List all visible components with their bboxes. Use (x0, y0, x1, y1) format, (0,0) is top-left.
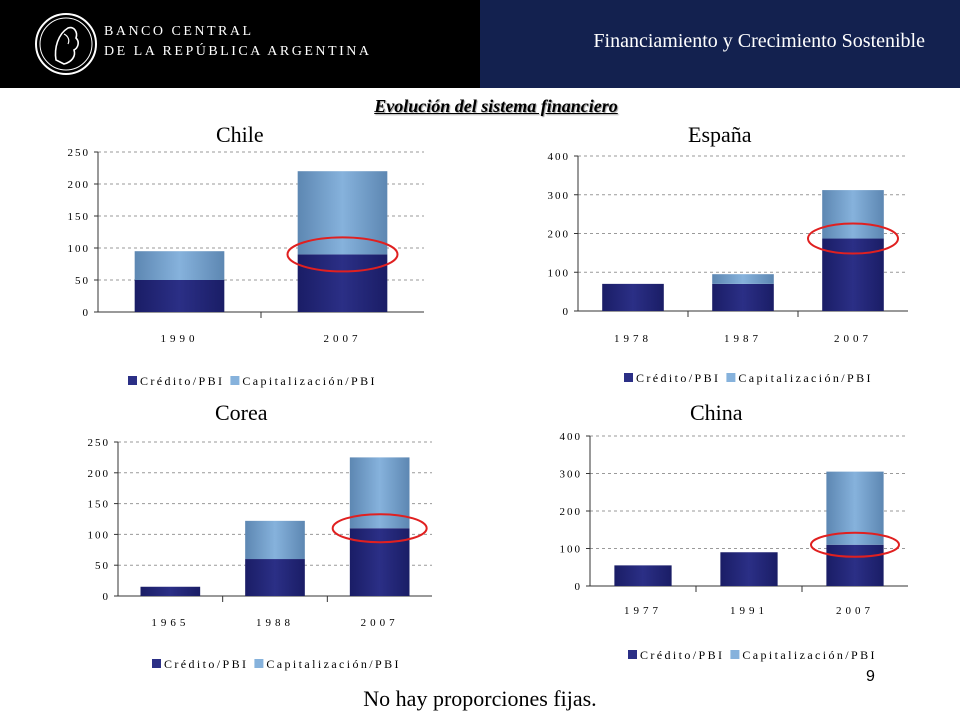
y-tick-label: 400 (560, 431, 583, 443)
bar-capitalizacion-2007 (297, 171, 388, 255)
highlight-circle (331, 513, 428, 544)
legend-label-capitalizacion: Capitalización/PBI (738, 371, 873, 385)
bar-credito-1977 (614, 565, 672, 586)
legend-swatch-credito (152, 659, 161, 668)
y-tick-label: 50 (95, 560, 110, 572)
x-tick-label: 2007 (836, 605, 874, 617)
bank-name-line2: DE LA REPÚBLICA ARGENTINA (104, 44, 372, 59)
y-tick-label: 100 (68, 243, 91, 255)
y-tick-label: 0 (83, 307, 91, 319)
legend-swatch-credito (624, 373, 633, 382)
presentation-title: Financiamiento y Crecimiento Sostenible (593, 30, 925, 52)
y-tick-label: 100 (548, 267, 571, 279)
y-tick-label: 400 (548, 151, 571, 163)
bank-seal-logo-icon (35, 13, 97, 75)
y-tick-label: 0 (103, 591, 111, 603)
y-tick-label: 200 (560, 506, 583, 518)
x-tick-label: 2007 (834, 333, 872, 345)
footer-note: No hay proporciones fijas. (363, 686, 597, 711)
bar-capitalizacion-1988 (245, 520, 305, 560)
x-tick-label: 1988 (256, 617, 294, 629)
highlight-circle (807, 222, 899, 255)
y-tick-label: 300 (560, 469, 583, 481)
bar-credito-2007 (297, 254, 388, 312)
x-tick-label: 2007 (324, 333, 362, 345)
legend-swatch-capitalizacion (726, 373, 736, 382)
bar-credito-1987 (712, 283, 774, 311)
legend-label-credito: Crédito/PBI (636, 371, 720, 385)
legend-label-capitalizacion: Capitalización/PBI (266, 657, 401, 671)
x-tick-label: 1965 (151, 617, 189, 629)
bar-capitalizacion-2007 (349, 457, 410, 529)
chart-espana: 0 100 200 300 400 1978 1987 2007 Crédito/PBI Capi… (548, 151, 908, 385)
y-tick-label: 200 (68, 179, 91, 191)
header-brand-area: BANCO CENTRAL DE LA REPÚBLICA ARGENTINA (0, 0, 480, 88)
y-tick-label: 0 (563, 306, 571, 318)
bar-credito-1991 (720, 552, 778, 586)
bar-credito-2007 (822, 238, 884, 311)
legend-swatch-credito (128, 376, 137, 385)
highlight-circle (810, 531, 900, 558)
bank-name-line1: BANCO CENTRAL (104, 24, 254, 39)
chart-china: 0 100 200 300 400 1977 1991 2007 Crédito/PBI Capi… (560, 431, 908, 662)
chart-title-chile: Chile (216, 122, 264, 147)
legend-label-capitalizacion: Capitalización/PBI (242, 374, 377, 388)
bar-credito-2007 (349, 528, 410, 596)
y-tick-label: 150 (68, 211, 91, 223)
legend-swatch-capitalizacion (254, 659, 264, 668)
highlight-circle (286, 236, 399, 273)
bar-credito-1965 (140, 586, 201, 596)
bar-credito-1978 (602, 283, 664, 311)
x-tick-label: 1978 (614, 333, 652, 345)
y-tick-label: 50 (75, 275, 90, 287)
legend-label-credito: Crédito/PBI (140, 374, 224, 388)
x-tick-label: 2007 (361, 617, 399, 629)
x-tick-label: 1987 (724, 333, 762, 345)
y-tick-label: 0 (575, 581, 583, 593)
chart-chile: 0 50 100 150 200 250 1990 2007 Crédito/PBI Capita… (68, 147, 424, 388)
page-number: 9 (866, 668, 875, 685)
chart-title-espana: España (688, 122, 752, 147)
y-tick-label: 200 (548, 229, 571, 241)
chart-corea: 0 50 100 150 200 250 1965 1988 2007 Crédito/PBI Ca… (88, 437, 432, 671)
legend-swatch-capitalizacion (230, 376, 240, 385)
bar-capitalizacion-2007 (822, 190, 884, 239)
chart-title-china: China (690, 400, 743, 425)
legend-label-credito: Crédito/PBI (164, 657, 248, 671)
chart-title-corea: Corea (215, 400, 268, 425)
bar-capitalizacion-1987 (712, 274, 774, 284)
y-tick-label: 300 (548, 190, 571, 202)
y-tick-label: 250 (88, 437, 111, 449)
bar-credito-1988 (245, 559, 305, 596)
x-tick-label: 1977 (624, 605, 662, 617)
bar-capitalizacion-1990 (134, 251, 225, 280)
x-tick-label: 1991 (730, 605, 768, 617)
legend-swatch-capitalizacion (730, 650, 740, 659)
x-tick-label: 1990 (161, 333, 199, 345)
y-tick-label: 250 (68, 147, 91, 159)
legend-label-capitalizacion: Capitalización/PBI (742, 648, 877, 662)
header-title-area (480, 0, 960, 88)
y-tick-label: 200 (88, 468, 111, 480)
y-tick-label: 100 (88, 529, 111, 541)
y-tick-label: 100 (560, 544, 583, 556)
bar-credito-2007 (826, 544, 884, 586)
y-tick-label: 150 (88, 499, 111, 511)
legend-label-credito: Crédito/PBI (640, 648, 724, 662)
bar-credito-1990 (134, 280, 225, 312)
section-title: Evolución del sistema financiero (374, 96, 618, 116)
bank-name: BANCO CENTRAL DE LA REPÚBLICA ARGENTINA (104, 22, 371, 62)
legend-swatch-credito (628, 650, 637, 659)
